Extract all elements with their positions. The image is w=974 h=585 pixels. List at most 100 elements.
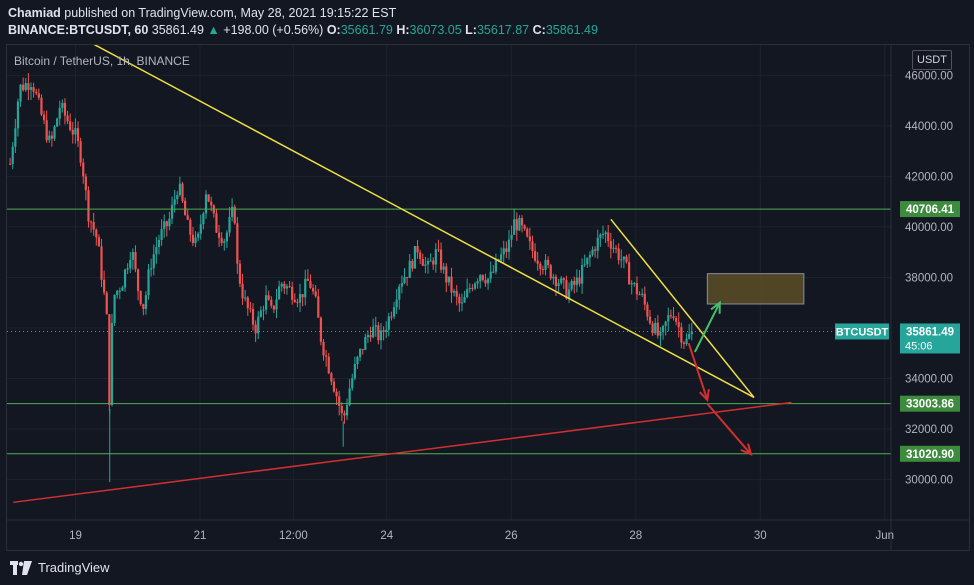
candle-body: [42, 114, 46, 121]
open-value: 35661.79: [340, 23, 393, 37]
candle-body: [630, 283, 633, 285]
candle-body: [659, 332, 662, 336]
candle-body: [601, 234, 605, 236]
candle-body: [113, 294, 116, 323]
candle-body: [210, 201, 213, 206]
chart-panel[interactable]: 30000.0032000.0034000.0036000.0038000.00…: [6, 0, 970, 551]
brand[interactable]: TradingView: [10, 560, 110, 575]
candle-body: [186, 215, 189, 220]
candle-body: [58, 107, 61, 119]
trend-line: [9, 0, 755, 399]
candle-body: [257, 316, 260, 334]
candle-body: [283, 283, 286, 289]
candle-body: [544, 259, 547, 270]
candle-body: [468, 287, 471, 290]
candle-body: [690, 331, 693, 335]
candle-body: [134, 252, 137, 270]
candle-body: [53, 126, 56, 139]
candle-body: [217, 232, 221, 238]
candle-body: [580, 265, 584, 284]
candle-body: [366, 335, 370, 337]
candle-body: [486, 278, 490, 284]
candle-body: [103, 279, 106, 293]
candle-body: [170, 204, 174, 219]
candle-body: [557, 283, 560, 286]
candle-body: [29, 87, 33, 90]
candle-body: [296, 301, 299, 303]
candle-body: [241, 283, 244, 299]
candle-body: [142, 304, 145, 309]
candle-body: [685, 338, 688, 344]
candle-body: [223, 241, 226, 243]
candle-body: [79, 141, 82, 163]
candle-body: [547, 259, 550, 266]
candle-body: [565, 280, 568, 299]
currency-button[interactable]: USDT: [912, 50, 952, 70]
candle-body: [32, 87, 35, 92]
price-tick-label: 44000.00: [905, 121, 953, 133]
support-price-label: 31020.90: [906, 449, 954, 461]
candle-body: [578, 277, 581, 284]
candle-body: [19, 84, 22, 102]
candle-body: [131, 252, 134, 260]
candle-body: [387, 316, 390, 330]
candle-body: [63, 102, 67, 116]
price-tick-label: 34000.00: [905, 374, 953, 386]
candle-body: [45, 120, 48, 141]
candle-body: [9, 163, 12, 165]
trend-line: [610, 218, 755, 398]
candle-body: [356, 356, 359, 365]
symbol-label: BINANCE:BTCUSDT, 60: [8, 23, 149, 37]
candle-body: [298, 294, 302, 303]
candle-body: [202, 213, 205, 225]
candle-body: [531, 241, 534, 252]
candle-body: [377, 325, 380, 341]
candle-body: [552, 276, 555, 279]
candle-body: [607, 232, 610, 242]
time-tick-label: 26: [505, 530, 518, 542]
candle-body: [249, 308, 252, 310]
candle-body: [374, 325, 377, 327]
candle-body: [353, 364, 356, 379]
candle-body: [262, 309, 265, 311]
candle-body: [194, 237, 197, 243]
time-tick-label: 30: [754, 530, 767, 542]
candle-body: [306, 278, 309, 281]
candle-body: [24, 83, 27, 91]
candle-body: [641, 293, 644, 295]
arrow-shaft: [706, 403, 752, 455]
candle-body: [437, 249, 440, 251]
candle-body: [536, 260, 539, 264]
candle-body: [56, 118, 59, 127]
candle-body: [165, 221, 168, 227]
candle-body: [682, 342, 686, 344]
price-tick-label: 38000.00: [905, 272, 953, 284]
candle-body: [280, 283, 283, 287]
candle-body: [301, 294, 304, 298]
price-chart[interactable]: 30000.0032000.0034000.0036000.0038000.00…: [7, 0, 969, 550]
candle-body: [288, 286, 291, 288]
candle-body: [554, 276, 558, 286]
candle-body: [481, 275, 484, 280]
candle-body: [583, 264, 586, 266]
candle-body: [677, 321, 680, 328]
candle-body: [588, 254, 592, 258]
candle-body: [416, 246, 419, 253]
candle-body: [612, 247, 615, 249]
support-price-label: 40706.41: [906, 204, 955, 216]
chart-legend: Bitcoin / TetherUS, 1h, BINANCE: [14, 54, 190, 68]
candle-body: [348, 388, 351, 406]
candle-body: [14, 128, 17, 147]
candle-body: [238, 263, 242, 284]
candle-body: [108, 314, 111, 405]
candle-body: [628, 262, 631, 285]
candle-body: [95, 229, 98, 238]
candle-body: [291, 286, 294, 300]
candle-body: [507, 239, 511, 252]
candle-body: [567, 289, 571, 299]
candles-layer: [9, 73, 693, 483]
candle-body: [648, 316, 652, 324]
arrow-head: [698, 388, 710, 403]
candle-body: [591, 249, 594, 255]
candle-body: [661, 326, 665, 333]
